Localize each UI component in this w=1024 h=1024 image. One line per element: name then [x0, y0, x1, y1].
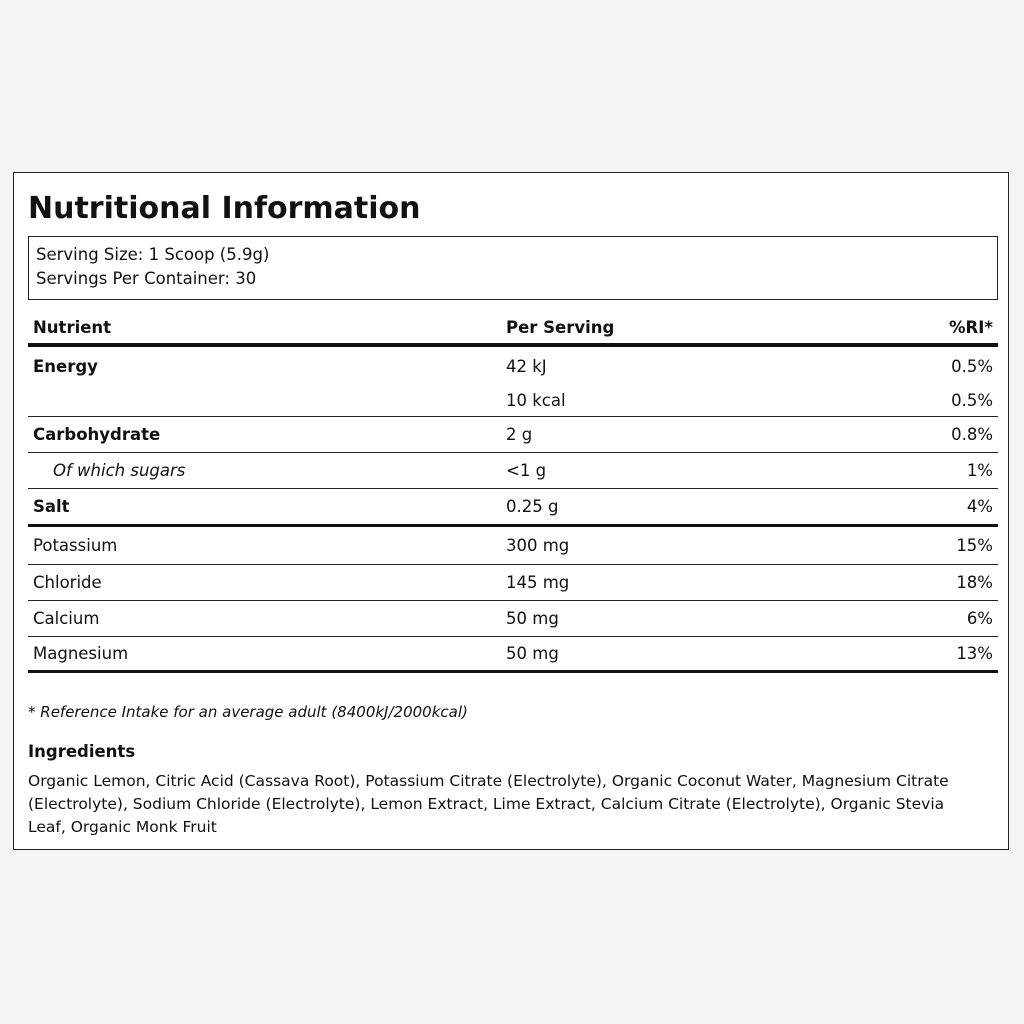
table-row: Salt 0.25 g 4% [28, 489, 998, 527]
nutrient-ri: 0.5% [951, 391, 993, 410]
nutrient-name: Chloride [33, 573, 102, 592]
nutrient-ri: 15% [956, 536, 993, 555]
nutrient-name: Magnesium [33, 644, 129, 663]
table-row: Chloride 145 mg 18% [28, 565, 998, 601]
nutrient-ri: 0.5% [951, 356, 993, 376]
ingredients-heading: Ingredients [28, 742, 136, 761]
nutrient-amount: 50 mg [506, 609, 559, 628]
nutrient-name: Energy [33, 356, 98, 376]
serving-size-text: Serving Size: 1 Scoop (5.9g) [36, 245, 270, 264]
nutrient-name: Of which sugars [53, 461, 186, 480]
nutrient-ri: 18% [956, 573, 993, 592]
table-row: Calcium 50 mg 6% [28, 601, 998, 637]
table-row: Carbohydrate 2 g 0.8% [28, 417, 998, 453]
table-row: 10 kcal 0.5% [28, 385, 998, 417]
nutrient-amount: 42 kJ [506, 356, 547, 376]
table-header-row: Nutrient Per Serving %RI* [28, 311, 998, 347]
table-row: Magnesium 50 mg 13% [28, 637, 998, 673]
table-row: Of which sugars <1 g 1% [28, 453, 998, 489]
nutrition-label-panel: Nutritional Information Serving Size: 1 … [13, 172, 1009, 850]
nutrient-name: Carbohydrate [33, 425, 161, 444]
nutrient-amount: 0.25 g [506, 497, 559, 516]
nutrient-ri: 0.8% [951, 425, 993, 444]
header-nutrient: Nutrient [33, 317, 112, 337]
nutrient-amount: 50 mg [506, 644, 559, 663]
nutrient-amount: 2 g [506, 425, 533, 444]
nutrient-ri: 13% [956, 644, 993, 663]
serving-info-box: Serving Size: 1 Scoop (5.9g) Servings Pe… [28, 236, 998, 300]
nutrition-table: Nutrient Per Serving %RI* Energy 42 kJ 0… [28, 311, 998, 673]
panel-title: Nutritional Information [28, 191, 421, 226]
nutrient-amount: 10 kcal [506, 391, 566, 410]
header-per-serving: Per Serving [506, 317, 615, 337]
nutrient-amount: <1 g [506, 461, 547, 480]
reference-intake-footnote: * Reference Intake for an average adult … [28, 703, 468, 721]
servings-per-container-text: Servings Per Container: 30 [36, 269, 257, 288]
nutrient-amount: 145 mg [506, 573, 570, 592]
header-ri: %RI* [948, 317, 993, 337]
nutrient-name: Salt [33, 497, 70, 516]
ingredients-list: Organic Lemon, Citric Acid (Cassava Root… [28, 772, 949, 836]
nutrient-name: Calcium [33, 609, 100, 628]
nutrient-name: Potassium [33, 536, 118, 555]
table-row: Potassium 300 mg 15% [28, 527, 998, 565]
table-row: Energy 42 kJ 0.5% [28, 347, 998, 385]
nutrient-ri: 4% [966, 497, 993, 516]
nutrient-ri: 1% [966, 461, 993, 480]
nutrient-amount: 300 mg [506, 536, 570, 555]
nutrient-ri: 6% [966, 609, 993, 628]
